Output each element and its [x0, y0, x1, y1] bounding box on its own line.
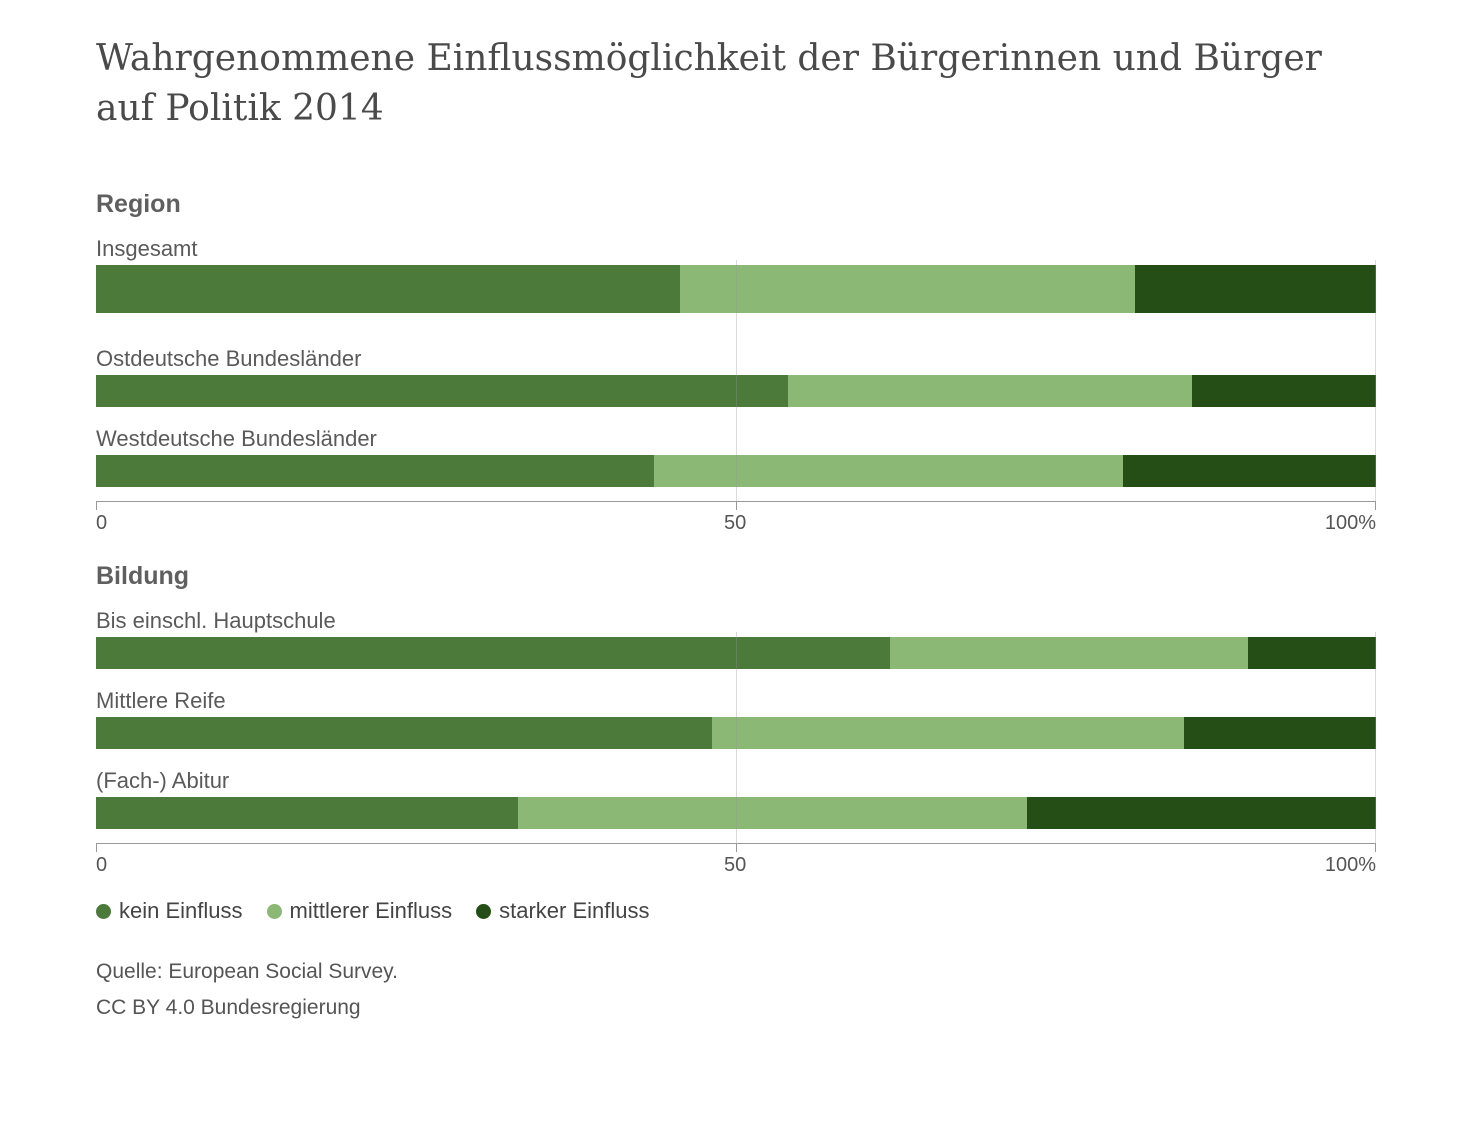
gridline — [1375, 260, 1376, 501]
legend-label: starker Einfluss — [499, 898, 650, 923]
category-label: (Fach-) Abitur — [96, 768, 230, 793]
legend: kein Einfluss mittlerer Einfluss starker… — [96, 898, 650, 924]
legend-item-kein[interactable]: kein Einfluss — [96, 898, 243, 924]
bar-segment-starker[interactable] — [1122, 455, 1376, 487]
category-label: Insgesamt — [96, 236, 198, 261]
license-text: CC BY 4.0 Bundesregierung — [96, 996, 361, 1019]
x-tick-label: 100% — [1324, 854, 1376, 876]
chart-title: Wahrgenommene Einflussmöglichkeit der Bü… — [96, 38, 1322, 129]
stacked-bar — [96, 265, 1376, 313]
bar-segment-mittlerer[interactable] — [518, 797, 1027, 829]
x-tick — [96, 501, 97, 510]
x-tick — [96, 843, 97, 852]
category-label: Ostdeutsche Bundesländer — [96, 346, 362, 371]
stacked-bar — [96, 637, 1376, 669]
bildung-panel: Bildung Bis einschl. Hauptschule Mittlere … — [96, 562, 1376, 882]
region-panel: Region Insgesamt Ostdeutsche Bundesländer W… — [96, 190, 1376, 540]
x-tick — [1375, 501, 1376, 510]
x-tick-label: 50 — [724, 512, 747, 534]
bar-segment-starker[interactable] — [1026, 797, 1376, 829]
bar-segment-starker[interactable] — [1135, 265, 1376, 313]
bar-segment-kein[interactable] — [96, 375, 789, 407]
bar-segment-mittlerer[interactable] — [679, 265, 1136, 313]
legend-label: kein Einfluss — [119, 898, 243, 923]
legend-item-mittlerer[interactable]: mittlerer Einfluss — [266, 898, 453, 924]
x-tick — [736, 843, 737, 852]
x-tick-label: 50 — [724, 854, 747, 876]
bar-segment-mittlerer[interactable] — [711, 717, 1184, 749]
bar-segment-kein[interactable] — [96, 717, 712, 749]
x-tick-label: 0 — [96, 854, 108, 876]
legend-label: mittlerer Einfluss — [289, 898, 453, 923]
legend-dot-icon — [266, 903, 282, 919]
bar-segment-mittlerer[interactable] — [788, 375, 1192, 407]
gridline — [736, 632, 737, 843]
legend-item-starker[interactable]: starker Einfluss — [476, 898, 650, 924]
bar-segment-kein[interactable] — [96, 797, 519, 829]
gridline — [736, 260, 737, 501]
bar-segment-mittlerer[interactable] — [889, 637, 1248, 669]
x-tick-label: 0 — [96, 512, 108, 534]
stacked-bar — [96, 455, 1376, 487]
bar-segment-mittlerer[interactable] — [654, 455, 1123, 487]
stacked-bar — [96, 717, 1376, 749]
x-tick — [1375, 843, 1376, 852]
bar-segment-kein[interactable] — [96, 455, 655, 487]
bar-segment-starker[interactable] — [1183, 717, 1376, 749]
x-tick — [736, 501, 737, 510]
bar-segment-kein[interactable] — [96, 265, 680, 313]
bar-segment-kein[interactable] — [96, 637, 890, 669]
legend-dot-icon — [96, 903, 111, 919]
legend-dot-icon — [476, 903, 492, 919]
source-text: Quelle: European Social Survey. — [96, 960, 398, 983]
panel-heading: Region — [96, 190, 181, 218]
stacked-bar — [96, 375, 1376, 407]
panel-heading: Bildung — [96, 562, 190, 590]
stacked-bar — [96, 797, 1376, 829]
bar-segment-starker[interactable] — [1191, 375, 1376, 407]
category-label: Bis einschl. Hauptschule — [96, 608, 336, 633]
category-label: Mittlere Reife — [96, 688, 226, 713]
x-tick-label: 100% — [1324, 512, 1376, 534]
category-label: Westdeutsche Bundesländer — [96, 426, 377, 451]
gridline — [1375, 632, 1376, 843]
bar-segment-starker[interactable] — [1247, 637, 1376, 669]
